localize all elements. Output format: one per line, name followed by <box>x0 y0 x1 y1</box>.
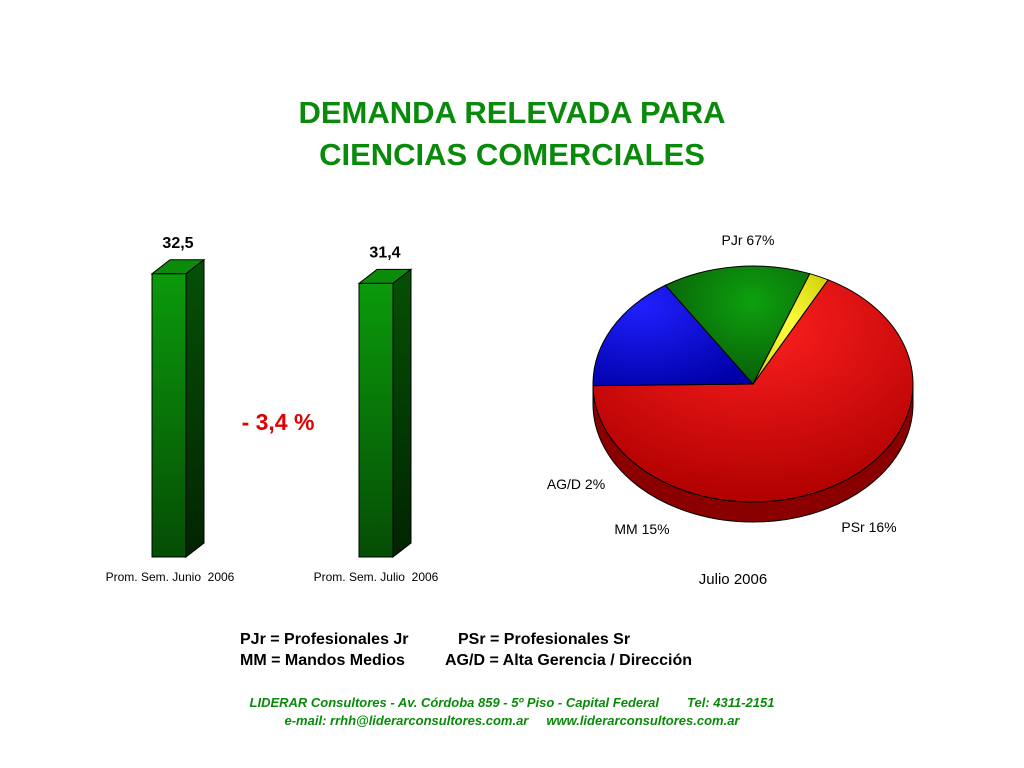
legend-pjr: PJr = Profesionales Jr <box>240 631 409 648</box>
title-line-2: CIENCIAS COMERCIALES <box>319 137 705 172</box>
footer-address: LIDERAR Consultores - Av. Córdoba 859 - … <box>249 695 660 710</box>
bar-junio-front <box>151 273 187 558</box>
legend-psr: PSr = Profesionales Sr <box>458 631 631 648</box>
pie-chart: PJr 67% PSr 16% MM 15% AG/D 2% Julio 200… <box>547 232 914 588</box>
pie-label-pjr: PJr 67% <box>722 232 775 248</box>
pie-label-agd: AG/D 2% <box>547 476 605 492</box>
bar-julio-data-label: 31,4 <box>369 244 400 261</box>
bar-junio-category-label: Prom. Sem. Junio 2006 <box>106 570 235 584</box>
footer: LIDERAR Consultores - Av. Córdoba 859 - … <box>0 694 1024 730</box>
bar-junio-data-label: 32,5 <box>162 235 193 252</box>
footer-line-1: LIDERAR Consultores - Av. Córdoba 859 - … <box>0 694 1024 712</box>
pie-slice-mm <box>664 265 811 385</box>
pie-slice-agd <box>752 273 829 385</box>
pie-slice-psr <box>592 284 755 387</box>
bar-julio-side <box>392 268 412 559</box>
pie-label-psr: PSr 16% <box>841 519 896 535</box>
legend: PJr = Profesionales Jr PSr = Profesionale… <box>240 629 692 671</box>
footer-line-2: e-mail: rrhh@liderarconsultores.com.ar ww… <box>0 712 1024 730</box>
pie-chart-title: Julio 2006 <box>699 571 767 588</box>
footer-phone: Tel: 4311-2151 <box>687 695 775 710</box>
change-percent-label: - 3,4 % <box>242 409 315 435</box>
legend-agd: AG/D = Alta Gerencia / Dirección <box>445 652 693 669</box>
bar-chart: 32,5 31,4 Prom. Sem. Junio 2006 Prom. Se… <box>106 235 439 584</box>
footer-website: www.liderarconsultores.com.ar <box>546 713 740 728</box>
bar-julio-category-label: Prom. Sem. Julio 2006 <box>314 570 439 584</box>
legend-mm: MM = Mandos Medios <box>240 652 405 669</box>
pie-slice-pjr <box>592 279 914 503</box>
pie-label-mm: MM 15% <box>614 521 669 537</box>
bar-junio-side <box>185 258 205 559</box>
legend-row-1: PJr = Profesionales Jr PSr = Profesionale… <box>240 629 692 650</box>
page-title: DEMANDA RELEVADA PARA CIENCIAS COMERCIAL… <box>0 92 1024 176</box>
title-line-1: DEMANDA RELEVADA PARA <box>298 95 726 130</box>
bar-junio <box>150 258 206 559</box>
bar-julio-front <box>358 282 394 558</box>
legend-row-2: MM = Mandos Medios AG/D = Alta Gerencia /… <box>240 650 692 671</box>
bar-julio <box>357 268 413 559</box>
footer-email: e-mail: rrhh@liderarconsultores.com.ar <box>284 713 529 728</box>
